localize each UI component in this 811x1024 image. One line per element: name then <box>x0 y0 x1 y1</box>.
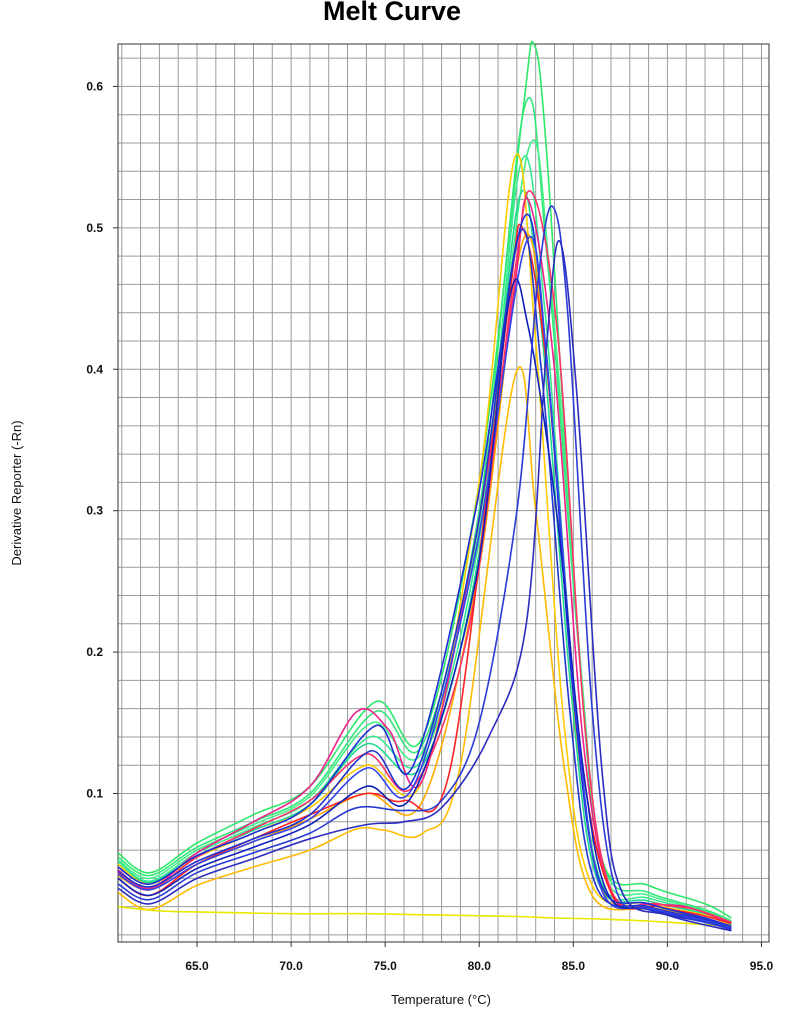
y-tick-label: 0.6 <box>86 79 103 93</box>
y-tick-label: 0.3 <box>86 504 103 518</box>
x-axis-ticks: 65.0 70.0 75.0 80.0 85.0 90.0 95.0 <box>185 942 773 973</box>
x-tick-label: 85.0 <box>562 959 586 973</box>
y-axis-label: Derivative Reporter (-Rn) <box>9 420 24 565</box>
series-line-11 <box>117 190 732 923</box>
series-line-16 <box>117 278 732 931</box>
plot-grid <box>118 44 769 942</box>
chart-title: Melt Curve <box>323 0 461 26</box>
plot-frame <box>117 43 770 943</box>
y-axis-ticks: 0.1 0.2 0.3 0.4 0.5 0.6 <box>86 79 118 801</box>
x-tick-label: 70.0 <box>279 959 303 973</box>
x-axis-label: Temperature (°C) <box>391 992 491 1007</box>
series-line-3 <box>117 139 732 923</box>
y-tick-label: 0.2 <box>86 645 103 659</box>
series-line-14 <box>117 228 732 929</box>
series-line-8 <box>117 366 732 929</box>
y-tick-label: 0.5 <box>86 221 103 235</box>
series-lines <box>117 40 732 932</box>
x-tick-label: 80.0 <box>468 959 492 973</box>
y-tick-label: 0.4 <box>86 362 103 376</box>
series-line-17 <box>117 205 732 931</box>
series-line-18 <box>117 239 732 932</box>
series-line-5 <box>117 189 732 926</box>
x-tick-label: 65.0 <box>185 959 209 973</box>
x-tick-label: 90.0 <box>656 959 680 973</box>
series-line-4 <box>117 155 732 925</box>
x-tick-label: 75.0 <box>373 959 397 973</box>
series-line-7 <box>117 233 732 929</box>
y-tick-label: 0.1 <box>86 787 103 801</box>
series-line-15 <box>117 235 732 929</box>
x-tick-label: 95.0 <box>750 959 774 973</box>
series-line-10 <box>117 197 732 925</box>
series-line-13 <box>117 213 732 928</box>
series-line-9 <box>117 905 732 928</box>
series-line-1 <box>117 40 732 919</box>
